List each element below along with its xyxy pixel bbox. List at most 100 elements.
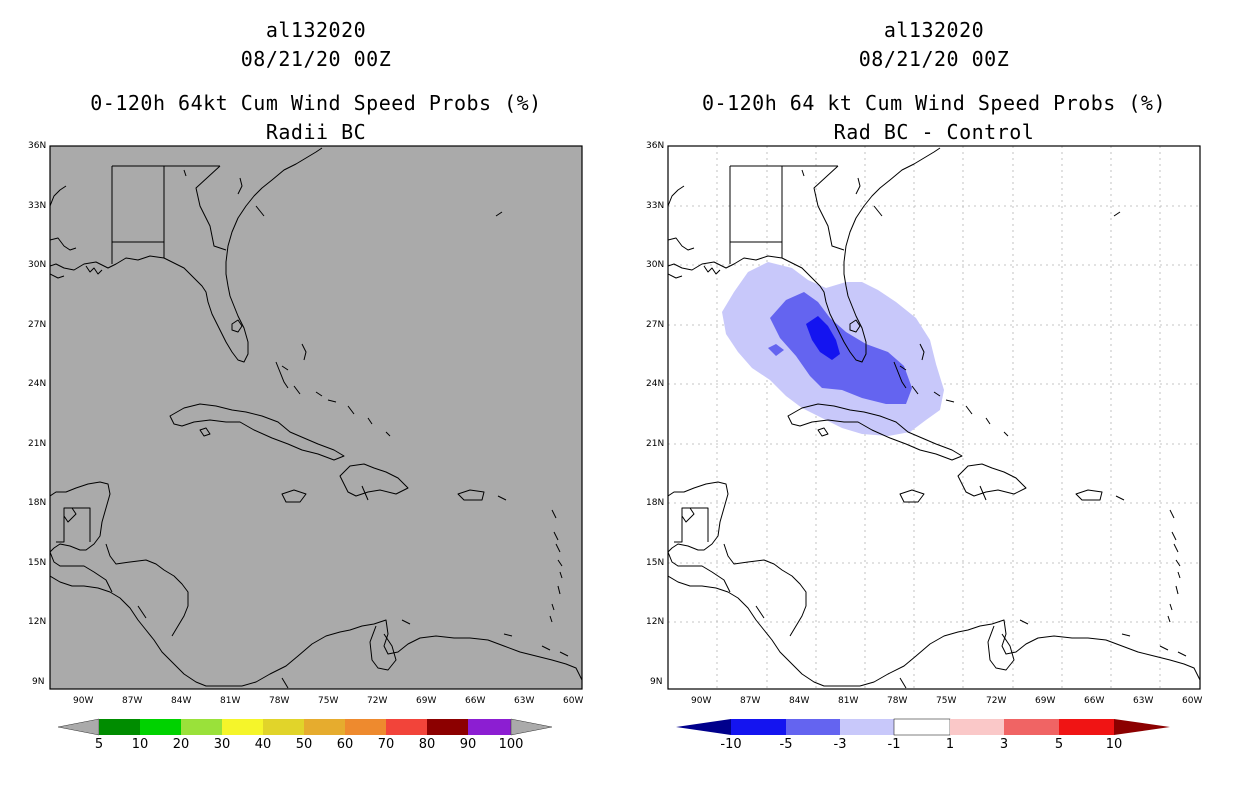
lon-label: 63W xyxy=(514,696,535,706)
right-colorbar-bin-6 xyxy=(1004,719,1059,735)
left-map-background xyxy=(50,146,582,689)
lon-label: 87W xyxy=(740,696,761,706)
left-map-panel xyxy=(49,145,583,690)
left-storm-id: al132020 xyxy=(265,18,367,42)
lat-label: 30N xyxy=(28,260,47,270)
left-colorbar-bin-4 xyxy=(222,719,263,735)
left-map-frame xyxy=(49,145,583,690)
colorbar-label: 100 xyxy=(498,737,524,752)
right-colorbar-bin-5 xyxy=(950,719,1004,735)
right-product-title: 0-120h 64 kt Cum Wind Speed Probs (%) xyxy=(701,91,1167,115)
lon-label: 78W xyxy=(269,696,290,706)
lat-label: 15N xyxy=(646,558,665,568)
colorbar-label: 40 xyxy=(254,737,272,752)
lat-label: 24N xyxy=(28,379,47,389)
lat-label: 12N xyxy=(28,617,47,627)
lon-label: 72W xyxy=(986,696,1007,706)
colorbar-label: 60 xyxy=(336,737,354,752)
left-colorbar-bin-10 xyxy=(468,719,511,735)
lon-label: 84W xyxy=(789,696,810,706)
lon-label: 60W xyxy=(1182,696,1203,706)
left-colorbar-bin-1 xyxy=(99,719,140,735)
right-map-panel xyxy=(667,145,1201,690)
colorbar-label: 10 xyxy=(1105,737,1123,752)
lat-label: 18N xyxy=(646,498,665,508)
lon-label: 75W xyxy=(318,696,339,706)
colorbar-label: 80 xyxy=(418,737,436,752)
colorbar-label: 20 xyxy=(172,737,190,752)
lon-label: 72W xyxy=(367,696,388,706)
colorbar-label: 70 xyxy=(377,737,395,752)
difference-area-dark xyxy=(806,316,840,360)
right-colorbar-high-arrow xyxy=(1114,719,1170,735)
right-colorbar-bin-2 xyxy=(786,719,840,735)
lat-label: 27N xyxy=(28,320,47,330)
lon-label: 69W xyxy=(1035,696,1056,706)
left-colorbar-bin-9 xyxy=(427,719,468,735)
lat-label: 36N xyxy=(646,141,665,151)
lat-label: 9N xyxy=(32,677,45,687)
lat-label: 24N xyxy=(646,379,665,389)
lat-label: 21N xyxy=(28,439,47,449)
left-colorbar xyxy=(57,718,553,736)
right-colorbar-low-arrow xyxy=(676,719,731,735)
lat-label: 18N xyxy=(28,498,47,508)
colorbar-label: 10 xyxy=(131,737,149,752)
lon-label: 69W xyxy=(416,696,437,706)
lon-label: 90W xyxy=(691,696,712,706)
left-colorbar-high-arrow xyxy=(510,718,553,736)
right-colorbar-bin-7 xyxy=(1059,719,1114,735)
colorbar-label: 5 xyxy=(94,737,104,752)
lon-label: 81W xyxy=(838,696,859,706)
lat-label: 33N xyxy=(646,201,665,211)
lon-label: 90W xyxy=(73,696,94,706)
left-colorbar-bin-2 xyxy=(140,719,181,735)
left-colorbar-bin-8 xyxy=(386,719,427,735)
difference-area-medium-small xyxy=(768,344,784,356)
right-storm-id: al132020 xyxy=(883,18,985,42)
lon-label: 66W xyxy=(465,696,486,706)
colorbar-label: -5 xyxy=(779,737,793,752)
left-colorbar-bin-3 xyxy=(181,719,222,735)
left-subtitle: Radii BC xyxy=(265,120,367,144)
lat-label: 30N xyxy=(646,260,665,270)
difference-area-medium xyxy=(770,292,912,404)
lat-label: 12N xyxy=(646,617,665,627)
right-colorbar-bin-1 xyxy=(731,719,786,735)
colorbar-label: 90 xyxy=(459,737,477,752)
lon-label: 87W xyxy=(122,696,143,706)
lon-label: 60W xyxy=(563,696,584,706)
left-colorbar-low-arrow xyxy=(57,718,100,736)
lat-label: 36N xyxy=(28,141,47,151)
left-colorbar-bin-5 xyxy=(263,719,304,735)
right-date: 08/21/20 00Z xyxy=(858,47,1010,71)
lat-label: 15N xyxy=(28,558,47,568)
lon-label: 84W xyxy=(171,696,192,706)
colorbar-label: -3 xyxy=(833,737,847,752)
colorbar-label: -10 xyxy=(720,737,742,752)
colorbar-label: 3 xyxy=(999,737,1009,752)
lat-label: 21N xyxy=(646,439,665,449)
lon-label: 75W xyxy=(936,696,957,706)
colorbar-label: 30 xyxy=(213,737,231,752)
lat-label: 33N xyxy=(28,201,47,211)
right-colorbar xyxy=(676,718,1170,736)
lon-label: 66W xyxy=(1084,696,1105,706)
colorbar-label: 50 xyxy=(295,737,313,752)
right-subtitle: Rad BC - Control xyxy=(833,120,1035,144)
lat-label: 9N xyxy=(650,677,663,687)
colorbar-label: 5 xyxy=(1054,737,1064,752)
left-product-title: 0-120h 64kt Cum Wind Speed Probs (%) xyxy=(90,91,542,115)
left-colorbar-bin-6 xyxy=(304,719,345,735)
lat-label: 27N xyxy=(646,320,665,330)
left-colorbar-bin-7 xyxy=(345,719,386,735)
right-map-frame xyxy=(667,145,1201,690)
right-colorbar-bin-4 xyxy=(893,718,951,736)
right-colorbar-bin-3 xyxy=(840,719,894,735)
lon-label: 78W xyxy=(887,696,908,706)
lon-label: 81W xyxy=(220,696,241,706)
colorbar-label: -1 xyxy=(887,737,901,752)
colorbar-label: 1 xyxy=(945,737,955,752)
left-date: 08/21/20 00Z xyxy=(240,47,392,71)
